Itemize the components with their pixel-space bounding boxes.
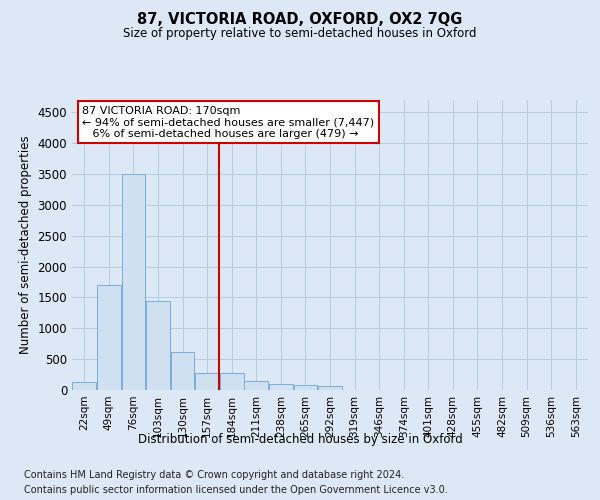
Bar bbox=[269, 384, 293, 390]
Bar bbox=[220, 374, 244, 390]
Text: 87, VICTORIA ROAD, OXFORD, OX2 7QG: 87, VICTORIA ROAD, OXFORD, OX2 7QG bbox=[137, 12, 463, 28]
Text: Size of property relative to semi-detached houses in Oxford: Size of property relative to semi-detach… bbox=[123, 28, 477, 40]
Text: Contains HM Land Registry data © Crown copyright and database right 2024.: Contains HM Land Registry data © Crown c… bbox=[24, 470, 404, 480]
Bar bbox=[244, 380, 268, 390]
Bar bbox=[318, 386, 342, 390]
Text: Distribution of semi-detached houses by size in Oxford: Distribution of semi-detached houses by … bbox=[137, 432, 463, 446]
Bar bbox=[146, 300, 170, 390]
Y-axis label: Number of semi-detached properties: Number of semi-detached properties bbox=[19, 136, 32, 354]
Bar bbox=[97, 285, 121, 390]
Bar bbox=[170, 352, 194, 390]
Text: Contains public sector information licensed under the Open Government Licence v3: Contains public sector information licen… bbox=[24, 485, 448, 495]
Bar bbox=[122, 174, 145, 390]
Bar bbox=[73, 382, 96, 390]
Text: 87 VICTORIA ROAD: 170sqm
← 94% of semi-detached houses are smaller (7,447)
   6%: 87 VICTORIA ROAD: 170sqm ← 94% of semi-d… bbox=[82, 106, 374, 139]
Bar bbox=[293, 385, 317, 390]
Bar bbox=[195, 374, 219, 390]
